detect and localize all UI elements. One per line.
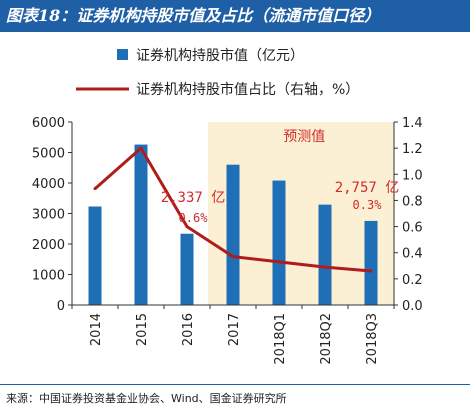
x-tick-label-2016: 2016 (181, 313, 196, 346)
annotation-value-2018Q3: 2,757 亿 (335, 180, 400, 196)
share-point-2018Q2 (323, 265, 327, 269)
bar-2018Q1 (272, 180, 286, 305)
left-tick-label: 4000 (32, 177, 65, 192)
x-tick-label-2018Q2: 2018Q2 (319, 313, 334, 365)
left-tick-label: 1000 (32, 269, 65, 284)
share-point-2017 (231, 255, 235, 259)
legend-bar-label: 证券机构持股市值（亿元） (136, 47, 304, 64)
share-point-2014 (93, 187, 97, 191)
plot-area: 预测值 0 1000 2000 3000 4000 5000 6000 0.0 0.2 0.4 0.6… (32, 116, 423, 365)
left-tick-label: 0 (57, 299, 65, 314)
right-tick-label: 1.0 (402, 168, 423, 183)
right-tick-label: 0.6 (402, 221, 423, 236)
bar-2016 (180, 233, 194, 305)
right-tick-label: 0.4 (402, 247, 423, 262)
right-tick-label: 0.0 (402, 299, 423, 314)
source-divider (0, 384, 470, 385)
bar-2018Q3 (364, 220, 378, 305)
x-tick-label-2018Q3: 2018Q3 (365, 313, 380, 365)
annotation-share-2018Q3: 0.3% (353, 198, 383, 212)
x-tick-label-2018Q1: 2018Q1 (273, 313, 288, 365)
right-tick-label: 0.2 (402, 273, 423, 288)
bar-2015 (134, 144, 148, 305)
right-tick-label: 0.8 (402, 194, 423, 209)
left-tick-label: 5000 (32, 147, 65, 162)
legend-bar-swatch (117, 49, 128, 60)
source-note: 来源：中国证券投资基金业协会、Wind、国金证券研究所 (6, 392, 287, 405)
x-tick-label-2017: 2017 (227, 313, 242, 346)
legend-line-label: 证券机构持股市值占比（右轴，%） (136, 81, 359, 98)
x-tick-label-2015: 2015 (135, 313, 150, 346)
legend: 证券机构持股市值（亿元） 证券机构持股市值占比（右轴，%） (76, 47, 359, 98)
forecast-label: 预测值 (283, 129, 325, 145)
bar-2018Q2 (318, 204, 332, 305)
share-point-2015 (139, 146, 143, 150)
share-point-2018Q1 (277, 260, 281, 264)
left-tick-label: 2000 (32, 238, 65, 253)
x-tick-label-2014: 2014 (89, 313, 104, 346)
share-point-2018Q3 (369, 269, 373, 273)
annotation-value-2016: 2,337 亿 (161, 190, 226, 206)
right-tick-label: 1.4 (402, 116, 423, 131)
share-point-2016 (185, 225, 189, 229)
chart-title: 图表18：证券机构持股市值及占比（流通市值口径） (0, 0, 470, 32)
bar-2017 (226, 164, 240, 305)
right-tick-label: 1.2 (402, 142, 423, 157)
bar-2014 (88, 206, 102, 305)
left-tick-label: 6000 (32, 116, 65, 131)
annotation-share-2016: 0.6% (179, 211, 209, 225)
chart-area: 证券机构持股市值（亿元） 证券机构持股市值占比（右轴，%） 预测值 0 1000 20… (32, 47, 423, 365)
left-tick-label: 3000 (32, 208, 65, 223)
